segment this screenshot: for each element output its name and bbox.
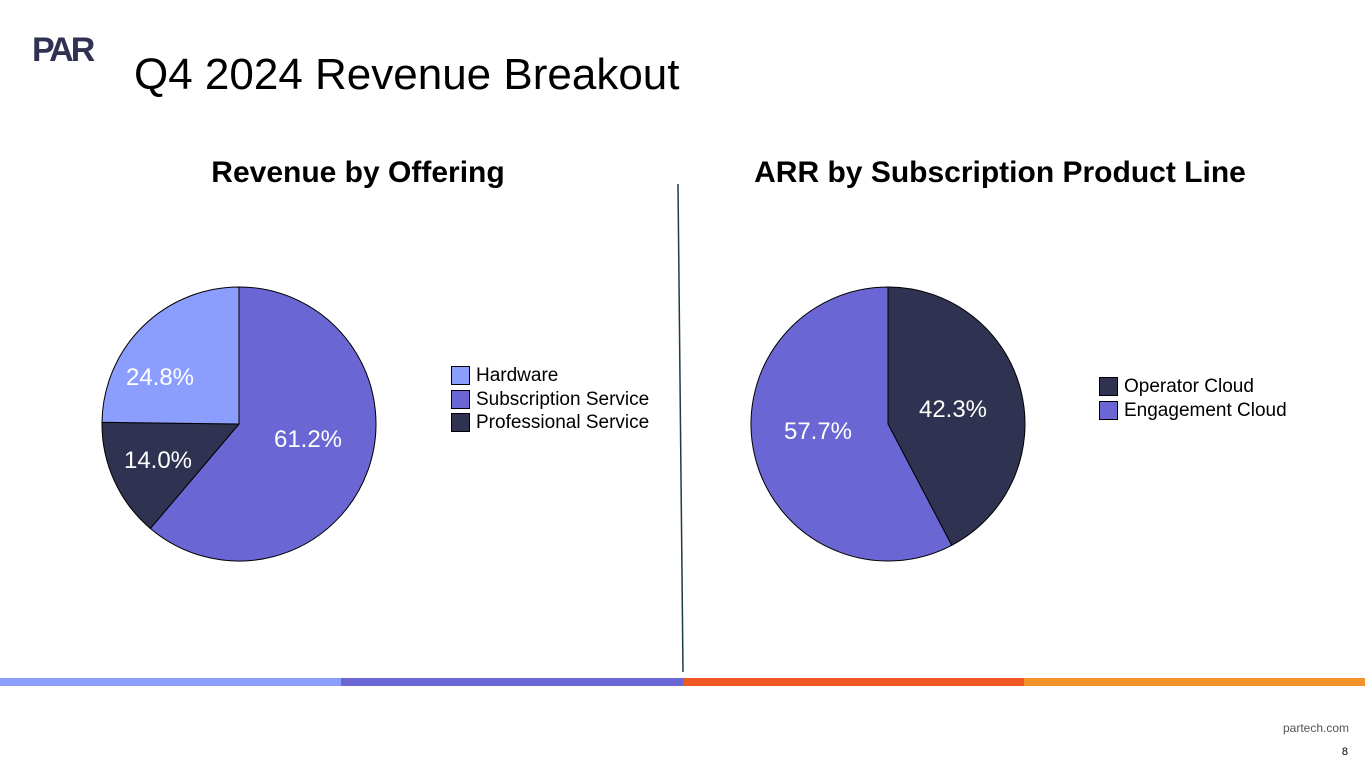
footer-bar-segment (1023, 678, 1365, 686)
pie-slice-subscription-service (149, 286, 377, 562)
legend-swatch-operator-cloud (1099, 377, 1118, 397)
legend-label: Operator Cloud (1124, 376, 1254, 397)
pie-data-label: 14.0% (124, 447, 192, 474)
legend-item-engagement-cloud: Engagement Cloud (1099, 399, 1287, 423)
pie-slice-engagement-cloud (750, 286, 953, 562)
pie-slice-operator-cloud (887, 286, 1026, 546)
legend-item-professional-service: Professional Service (451, 411, 649, 435)
legend-label: Professional Service (476, 412, 650, 433)
footer-bar-segment (682, 678, 1024, 686)
legend-item-hardware: Hardware (451, 364, 649, 388)
pie-slice-hardware (101, 286, 240, 425)
page-number: 8 (1341, 746, 1348, 758)
legend-item-operator-cloud: Operator Cloud (1099, 375, 1287, 399)
page-title: Q4 2024 Revenue Breakout (134, 50, 680, 99)
legend-swatch-professional-service (451, 413, 470, 433)
pie-chart-revenue-by-offering: 61.2% 14.0% 24.8% (101, 286, 377, 562)
legend-label: Hardware (476, 365, 559, 386)
pie-slice-professional-service (101, 421, 241, 530)
pie-data-label: 61.2% (274, 426, 342, 453)
legend-swatch-subscription-service (451, 389, 470, 409)
legend-label: Engagement Cloud (1124, 399, 1287, 421)
chart-title-revenue-by-offering: Revenue by Offering (211, 156, 505, 189)
footer-bar-segment (341, 678, 683, 686)
legend-swatch-engagement-cloud (1099, 400, 1118, 420)
website-url: partech.com (1282, 721, 1349, 735)
chart-title-arr-by-product-line: ARR by Subscription Product Line (754, 156, 1246, 189)
legend-item-subscription-service: Subscription Service (451, 388, 649, 412)
legend-revenue-by-offering: Hardware Subscription Service Profession… (451, 364, 649, 435)
legend-swatch-hardware (451, 366, 470, 386)
pie-chart-arr-by-product-line: 42.3% 57.7% (750, 286, 1026, 562)
pie-data-label: 24.8% (126, 364, 194, 391)
footer-bar-segment (0, 678, 342, 686)
legend-label: Subscription Service (476, 388, 650, 410)
par-logo: PAR (32, 32, 96, 64)
logo-text: PAR (32, 32, 95, 64)
pie-data-label: 42.3% (919, 396, 987, 423)
legend-arr-by-product-line: Operator Cloud Engagement Cloud (1099, 375, 1287, 422)
pie-data-label: 57.7% (784, 418, 852, 445)
footer-color-bar (0, 678, 1365, 686)
